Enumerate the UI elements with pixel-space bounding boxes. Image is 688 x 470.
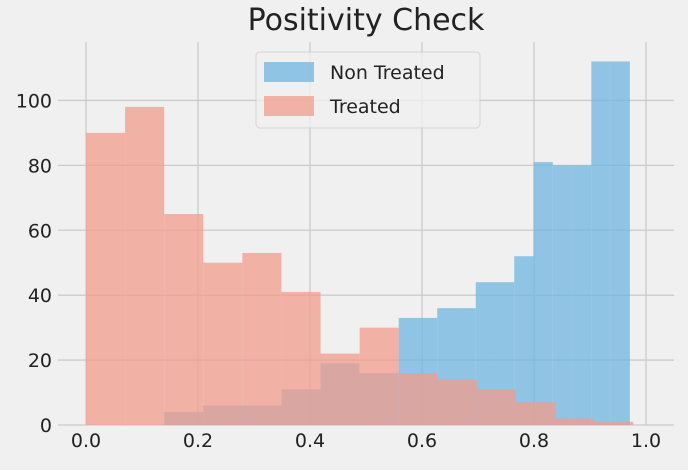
- legend-swatch-non-treated: [264, 62, 314, 82]
- bar-treated: [320, 353, 360, 425]
- bar-treated: [555, 418, 595, 425]
- bar-treated: [164, 214, 204, 425]
- legend-label-treated: Treated: [329, 96, 401, 118]
- x-tick-label: 0.2: [183, 430, 213, 452]
- bar-treated: [437, 379, 477, 425]
- x-tick-label: 0.4: [295, 430, 325, 452]
- bar-treated: [359, 327, 399, 425]
- bar-treated: [281, 291, 321, 425]
- x-tick-label: 1.0: [631, 430, 661, 452]
- bar-treated: [594, 421, 634, 425]
- bar-treated: [515, 402, 556, 425]
- bar-treated: [125, 106, 165, 425]
- y-tick-label: 100: [16, 90, 52, 112]
- legend: Non Treated Treated: [255, 51, 481, 129]
- y-tick-label: 60: [28, 220, 52, 242]
- axis-ticks: 0.0 0.2 0.4 0.6 0.8 1.0 0 20 40 60 80 100: [16, 90, 661, 452]
- chart-title: Positivity Check: [248, 3, 485, 38]
- bar-non-treated: [591, 61, 611, 425]
- legend-label-non-treated: Non Treated: [330, 62, 445, 84]
- y-tick-label: 40: [28, 285, 52, 307]
- x-tick-label: 0.6: [407, 430, 437, 452]
- bar-treated: [242, 252, 282, 425]
- bar-non-treated: [610, 61, 630, 425]
- histogram-bars: [86, 61, 634, 426]
- bar-treated: [203, 262, 243, 425]
- bar-treated: [86, 132, 126, 426]
- y-tick-label: 80: [28, 155, 52, 177]
- bar-non-treated: [552, 165, 573, 425]
- legend-swatch-treated: [264, 96, 314, 116]
- bar-non-treated: [572, 165, 592, 425]
- x-tick-label: 0.0: [71, 430, 101, 452]
- bar-treated: [398, 373, 438, 425]
- x-tick-label: 0.8: [519, 430, 549, 452]
- bar-treated: [476, 389, 516, 425]
- y-tick-label: 20: [28, 350, 52, 372]
- bar-non-treated: [514, 256, 534, 425]
- bar-non-treated: [533, 162, 553, 426]
- y-tick-label: 0: [40, 415, 52, 437]
